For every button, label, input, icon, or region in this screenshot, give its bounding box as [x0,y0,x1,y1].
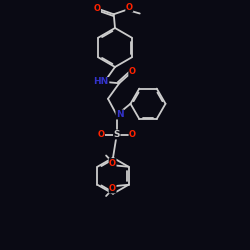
Text: HN: HN [94,78,109,86]
Text: O: O [94,4,100,13]
Text: O: O [109,158,116,168]
Text: N: N [116,110,124,119]
Text: O: O [98,130,104,139]
Text: O: O [129,67,136,76]
Text: O: O [126,3,133,12]
Text: O: O [129,130,136,139]
Text: O: O [109,184,116,193]
Text: S: S [114,130,120,139]
